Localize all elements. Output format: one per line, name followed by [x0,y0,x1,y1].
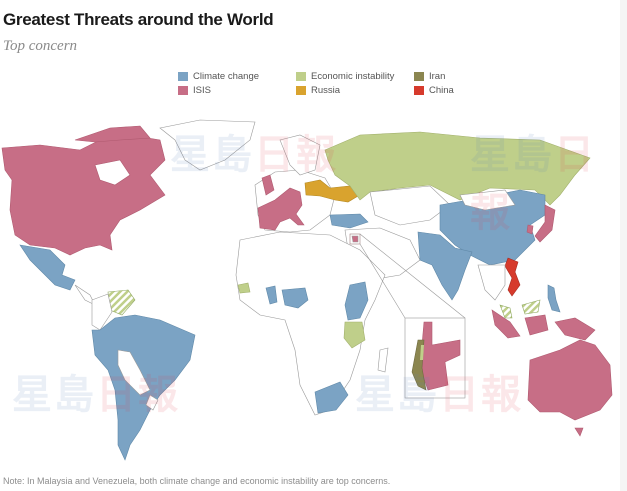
legend-item-isis: ISIS [178,84,296,97]
legend-label: Climate change [193,71,260,82]
west-europe-isis [257,187,305,231]
north-america-isis [1,134,166,256]
mexico-climate [19,244,76,291]
philippines-climate [547,284,561,313]
swatch-icon [178,72,188,81]
legend-label: Economic instability [311,71,395,82]
page-edge [620,0,627,491]
legend-item-climate-change: Climate change [178,70,296,83]
world-map [1,119,613,461]
nigeria-climate [281,287,309,309]
legend: Climate change Economic instability Iran… [178,70,494,97]
vietnam-china [504,257,521,297]
swatch-icon [296,86,306,95]
swatch-icon [414,72,424,81]
legend-item-economic-instability: Economic instability [296,70,414,83]
japan-korea-isis [534,204,556,243]
south-africa-climate [314,381,349,414]
tanzania-economic [343,321,366,349]
swatch-icon [414,86,424,95]
legend-label: Russia [311,85,341,96]
legend-item-iran: Iran [414,70,494,83]
legend-label: ISIS [193,85,211,96]
india-pakistan-climate [417,231,473,301]
turkey-climate [329,213,369,229]
legend-item-russia: Russia [296,84,414,97]
swatch-icon [178,86,188,95]
footnote: Note: In Malaysia and Venezuela, both cl… [3,476,391,486]
malaysia-hatched [499,304,513,319]
chart-title: Greatest Threats around the World [3,10,274,29]
greenland [159,119,256,171]
chart-subtitle: Top concern [3,38,78,54]
poland-ukraine-russia [304,179,359,203]
uk-isis [261,174,275,196]
east-africa-climate [344,281,369,321]
indonesia-isis [491,309,521,339]
ghana-climate [265,285,278,305]
swatch-icon [296,72,306,81]
legend-label: China [429,85,454,96]
china-climate [439,189,546,266]
legend-item-china: China [414,84,494,97]
senegal-economic [237,282,251,294]
legend-label: Iran [429,71,446,82]
russia-economic [324,131,591,206]
australia-isis [527,339,613,421]
